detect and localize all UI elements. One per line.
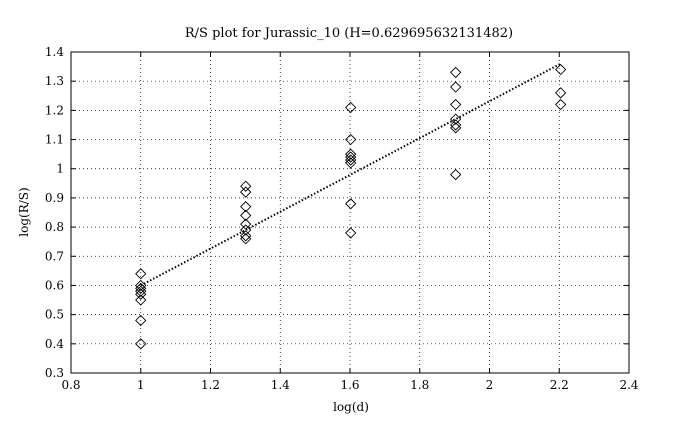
y-tick-label: 0.9 xyxy=(45,191,64,205)
y-tick-label: 0.5 xyxy=(45,308,64,322)
data-point-diamond xyxy=(135,279,147,292)
y-tick-label: 1.4 xyxy=(45,45,64,59)
y-tick-label: 0.7 xyxy=(45,249,64,263)
data-point-diamond xyxy=(345,151,357,163)
data-point-diamond xyxy=(240,230,252,242)
y-tick-label: 1 xyxy=(56,162,64,176)
grid-lines xyxy=(71,52,629,373)
x-tick-label: 2.4 xyxy=(619,378,638,392)
data-point-diamond xyxy=(345,101,357,114)
data-point-diamond xyxy=(135,268,147,280)
x-tick-label: 0.8 xyxy=(61,378,80,392)
data-point-diamond xyxy=(555,98,567,111)
data-point-diamond xyxy=(450,119,462,131)
data-point-diamond xyxy=(135,282,147,295)
data-point-diamond xyxy=(345,133,357,146)
axis-ticks: 0.8 1 1.2 1.4 1.6 1.8 2 2.2 2.4 0.3 0.4 0.5 0.6 0.7 0.… xyxy=(45,45,639,392)
data-point-diamond xyxy=(240,233,252,245)
x-axis-label: log(d) xyxy=(333,400,369,414)
x-tick-label: 2 xyxy=(486,378,494,392)
data-point-diamond xyxy=(135,285,147,297)
data-point-diamond xyxy=(450,98,462,111)
data-point-diamond xyxy=(135,288,147,300)
y-tick-label: 1.2 xyxy=(45,103,64,117)
data-point-diamond xyxy=(240,218,252,230)
y-axis-label: log(R/S) xyxy=(17,187,31,236)
x-tick-label: 2.2 xyxy=(550,378,569,392)
data-point-diamond xyxy=(240,224,252,236)
data-point-diamond xyxy=(345,198,357,210)
fit-line-group xyxy=(140,62,562,287)
data-point-diamond xyxy=(135,314,147,327)
data-point-diamond xyxy=(450,66,462,79)
x-tick-label: 1.4 xyxy=(271,378,290,392)
fit-line xyxy=(140,62,562,287)
data-point-diamond xyxy=(135,338,147,350)
data-point-diamond xyxy=(240,209,252,222)
data-point-diamond xyxy=(345,157,357,169)
data-point-diamond xyxy=(240,201,252,213)
y-tick-label: 0.3 xyxy=(45,366,64,380)
y-tick-label: 0.6 xyxy=(45,278,64,292)
y-tick-label: 0.8 xyxy=(45,220,64,234)
data-point-diamond xyxy=(450,113,462,125)
y-tick-label: 1.3 xyxy=(45,74,64,88)
x-tick-label: 1.6 xyxy=(340,378,359,392)
data-point-diamond xyxy=(555,87,567,99)
data-point-diamond xyxy=(240,180,252,192)
y-tick-label: 0.4 xyxy=(45,337,64,351)
data-point-diamond xyxy=(450,81,462,93)
data-point-diamond xyxy=(345,148,357,160)
x-tick-label: 1.2 xyxy=(201,378,220,392)
data-points xyxy=(135,63,567,350)
data-point-diamond xyxy=(345,227,357,239)
y-tick-label: 1.1 xyxy=(45,133,64,147)
x-tick-label: 1.8 xyxy=(410,378,429,392)
data-point-diamond xyxy=(135,294,147,306)
data-point-diamond xyxy=(345,154,357,166)
data-point-diamond xyxy=(240,186,252,198)
data-point-diamond xyxy=(555,63,567,76)
chart-title: R/S plot for Jurassic_10 (H=0.6296956321… xyxy=(185,26,513,41)
x-tick-label: 1 xyxy=(137,378,145,392)
data-point-diamond xyxy=(450,122,462,134)
data-point-diamond xyxy=(450,168,462,181)
